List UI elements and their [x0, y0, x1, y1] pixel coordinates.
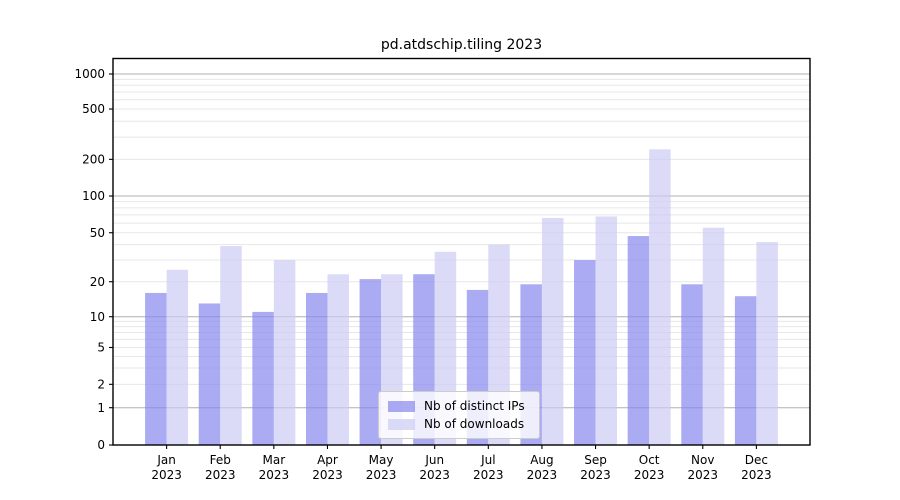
y-tick-label-50: 50: [90, 226, 105, 240]
bar-nov-distinct-ips: [681, 284, 703, 445]
y-tick-label-1000: 1000: [74, 67, 105, 81]
x-tick-label-year-mar: 2023: [259, 468, 290, 482]
legend: Nb of distinct IPs Nb of downloads: [378, 391, 540, 439]
bar-may-distinct-ips: [359, 279, 382, 445]
x-tick-label-year-jun: 2023: [419, 468, 450, 482]
x-tick-label-year-dec: 2023: [741, 468, 772, 482]
y-tick-label-20: 20: [90, 275, 105, 289]
legend-swatch-downloads: [388, 418, 415, 430]
x-tick-label-month-dec: Dec: [745, 453, 768, 467]
x-tick-label-month-mar: Mar: [263, 453, 286, 467]
x-tick-label-year-nov: 2023: [687, 468, 718, 482]
y-tick-label-500: 500: [82, 102, 105, 116]
x-tick-label-month-feb: Feb: [210, 453, 231, 467]
y-tick-label-2: 2: [97, 378, 105, 392]
y-tick-label-0: 0: [97, 438, 105, 452]
x-tick-label-month-nov: Nov: [691, 453, 714, 467]
chart-title: pd.atdschip.tiling 2023: [380, 37, 543, 53]
x-tick-label-year-feb: 2023: [205, 468, 236, 482]
legend-entry-distinct-ips: Nb of distinct IPs: [388, 397, 525, 415]
bar-jan-distinct-ips: [145, 292, 167, 445]
y-tick-label-1: 1: [97, 401, 105, 415]
bar-nov-downloads: [702, 227, 725, 445]
x-tick-label-month-aug: Aug: [530, 453, 553, 467]
x-tick-label-month-apr: Apr: [317, 453, 338, 467]
x-tick-label-year-oct: 2023: [634, 468, 665, 482]
bar-oct-distinct-ips: [627, 236, 650, 445]
x-tick-label-month-jun: Jun: [424, 453, 444, 467]
legend-label-downloads: Nb of downloads: [424, 417, 525, 431]
legend-entry-downloads: Nb of downloads: [388, 415, 525, 433]
x-axis: Jan2023Feb2023Mar2023Apr2023May2023Jun20…: [151, 445, 772, 482]
legend-swatch-distinct-ips: [388, 400, 415, 412]
y-tick-label-200: 200: [82, 153, 105, 167]
bar-mar-distinct-ips: [252, 311, 274, 445]
plot-frame: [112, 57, 811, 446]
bar-jan-downloads: [166, 269, 189, 445]
x-tick-label-month-oct: Oct: [639, 453, 660, 467]
bar-apr-distinct-ips: [305, 292, 328, 445]
bar-oct-downloads: [649, 149, 671, 445]
y-tick-label-100: 100: [82, 189, 105, 203]
bar-dec-distinct-ips: [734, 296, 757, 445]
legend-label-distinct-ips: Nb of distinct IPs: [424, 399, 525, 413]
x-tick-label-month-sep: Sep: [584, 453, 607, 467]
x-tick-label-year-aug: 2023: [527, 468, 558, 482]
bar-dec-downloads: [756, 242, 778, 445]
x-tick-label-year-jul: 2023: [473, 468, 504, 482]
x-tick-label-year-sep: 2023: [580, 468, 611, 482]
bar-aug-downloads: [541, 218, 564, 445]
bar-mar-downloads: [273, 260, 296, 445]
y-tick-label-10: 10: [90, 310, 105, 324]
bar-sep-downloads: [595, 216, 618, 445]
x-tick-label-month-jul: Jul: [480, 453, 495, 467]
bar-feb-distinct-ips: [198, 303, 221, 445]
y-tick-label-5: 5: [97, 341, 105, 355]
x-tick-label-year-apr: 2023: [312, 468, 343, 482]
x-tick-label-month-jan: Jan: [156, 453, 176, 467]
bar-sep-distinct-ips: [574, 260, 596, 445]
bar-apr-downloads: [327, 274, 349, 445]
x-tick-label-year-may: 2023: [366, 468, 397, 482]
bar-feb-downloads: [220, 246, 242, 445]
y-axis: 0 1 2 5 10 20 50 100 200 500 1000: [74, 67, 113, 452]
x-tick-label-year-jan: 2023: [151, 468, 182, 482]
x-tick-label-month-may: May: [369, 453, 394, 467]
